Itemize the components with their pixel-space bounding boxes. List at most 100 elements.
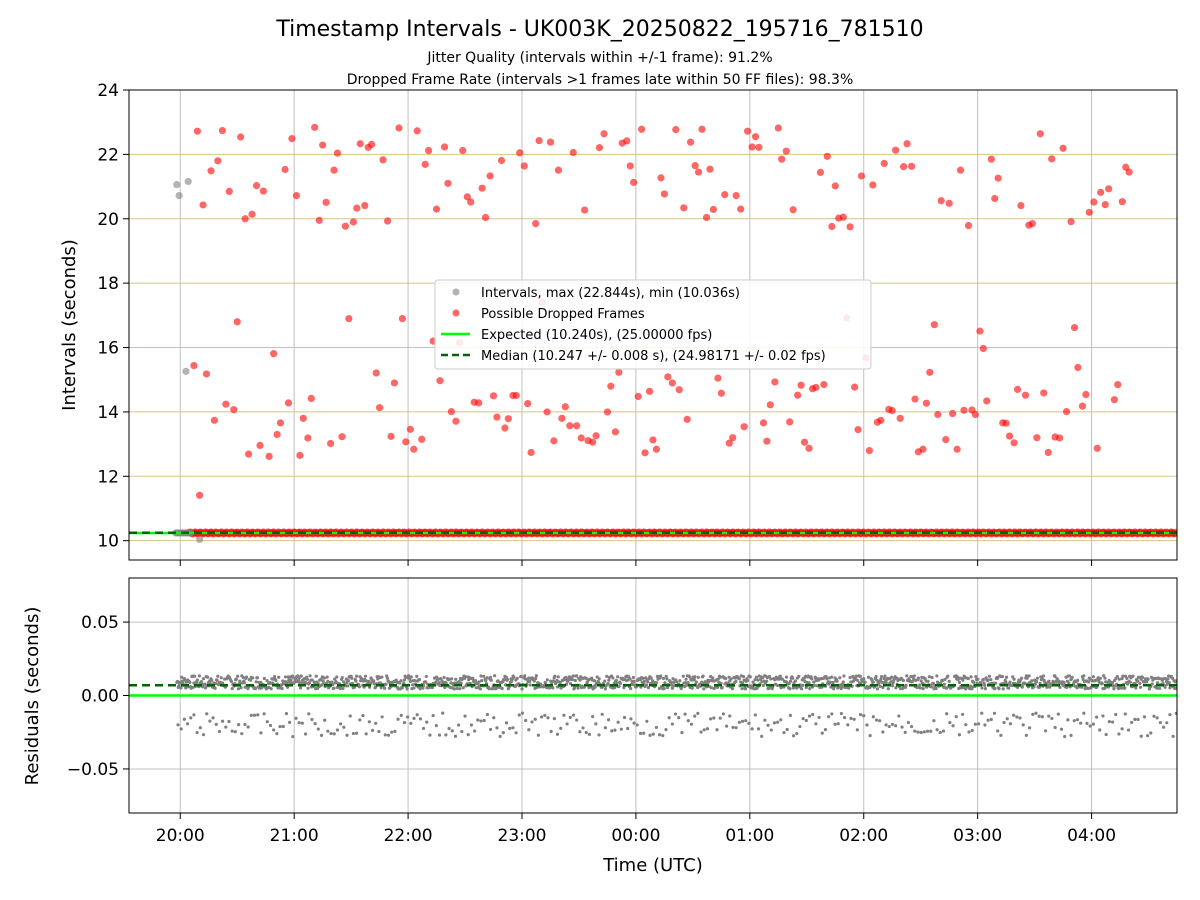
residual-point (479, 674, 483, 678)
residual-point (674, 680, 679, 684)
data-point (828, 222, 836, 231)
data-point (182, 367, 190, 375)
residual-point (1149, 731, 1153, 735)
residual-point (649, 676, 653, 680)
residual-point (415, 674, 419, 678)
data-point (424, 146, 433, 155)
residual-point (1137, 675, 1141, 679)
data-point (265, 452, 273, 460)
residual-point (291, 734, 295, 739)
data-point (561, 403, 569, 411)
data-point (994, 174, 1002, 182)
residual-point (396, 717, 400, 721)
data-point (976, 327, 984, 335)
residual-point (969, 675, 973, 679)
data-point (1005, 432, 1014, 440)
residual-point (1059, 727, 1064, 731)
residual-point (485, 676, 489, 680)
y-tick-label: 22 (97, 145, 119, 165)
residual-point (342, 725, 346, 729)
residual-point (865, 723, 869, 727)
residual-point (961, 678, 965, 682)
residual-point (471, 676, 475, 680)
residual-point (686, 680, 690, 685)
residual-point (1012, 677, 1016, 681)
residual-point (367, 720, 371, 724)
data-point (175, 191, 183, 200)
data-point (190, 361, 198, 370)
data-point (1013, 385, 1022, 393)
residual-point (495, 726, 499, 730)
residual-point (613, 685, 617, 689)
residual-point (886, 687, 890, 691)
data-point (600, 130, 608, 138)
residual-point (1031, 712, 1035, 716)
residual-point (341, 686, 345, 691)
data-point (721, 191, 729, 199)
data-point (725, 439, 733, 447)
residual-point (795, 686, 799, 690)
residual-point (916, 676, 921, 680)
residual-point (476, 718, 480, 722)
residual-point (797, 674, 801, 679)
residual-point (894, 686, 898, 690)
residual-point (957, 686, 961, 691)
residual-point (817, 715, 821, 720)
residual-point (584, 730, 588, 735)
data-point (345, 314, 353, 323)
residual-point (412, 716, 416, 720)
residual-point (469, 723, 474, 727)
residual-point (571, 674, 575, 678)
residual-point (743, 687, 748, 691)
residual-point (473, 678, 478, 683)
residual-point (208, 719, 212, 723)
data-point (1040, 389, 1048, 397)
data-point (649, 436, 657, 444)
residual-point (942, 682, 946, 686)
residual-point (795, 731, 799, 736)
residual-point (863, 680, 867, 684)
x-tick-label: 20:00 (156, 826, 205, 846)
x-tick-label: 22:00 (384, 826, 433, 846)
residual-point (709, 686, 713, 690)
residual-point (188, 680, 192, 685)
residual-point (996, 676, 1000, 680)
data-point (942, 436, 950, 444)
intervals-frame (128, 89, 1178, 561)
residual-point (839, 711, 844, 716)
residual-point (1051, 679, 1055, 683)
residual-point (230, 729, 234, 733)
data-point (196, 535, 204, 543)
residual-point (694, 680, 698, 684)
residual-point (906, 720, 910, 725)
residual-point (340, 676, 344, 680)
data-point (497, 156, 506, 165)
residual-point (1126, 728, 1131, 732)
residual-point (383, 733, 387, 737)
residual-point (874, 718, 879, 722)
residual-point (206, 675, 210, 679)
residual-point (564, 675, 568, 679)
residual-point (720, 685, 724, 690)
residual-point (1110, 720, 1115, 724)
residual-point (236, 674, 240, 678)
residual-point (303, 732, 308, 736)
data-point (276, 419, 285, 427)
residual-point (929, 685, 934, 689)
residual-point (740, 719, 745, 723)
residual-point (683, 681, 687, 685)
residual-point (629, 717, 633, 721)
residual-point (1035, 679, 1039, 684)
residual-point (399, 713, 403, 717)
residual-point (884, 723, 888, 727)
residual-point (594, 722, 598, 726)
data-point (645, 387, 654, 395)
residual-point (693, 675, 697, 679)
residual-point (316, 727, 320, 731)
residual-point (1075, 718, 1080, 722)
residual-point (848, 675, 852, 680)
residual-point (1082, 674, 1086, 678)
residual-point (1164, 679, 1169, 684)
residual-point (242, 681, 247, 685)
data-point (410, 445, 418, 453)
